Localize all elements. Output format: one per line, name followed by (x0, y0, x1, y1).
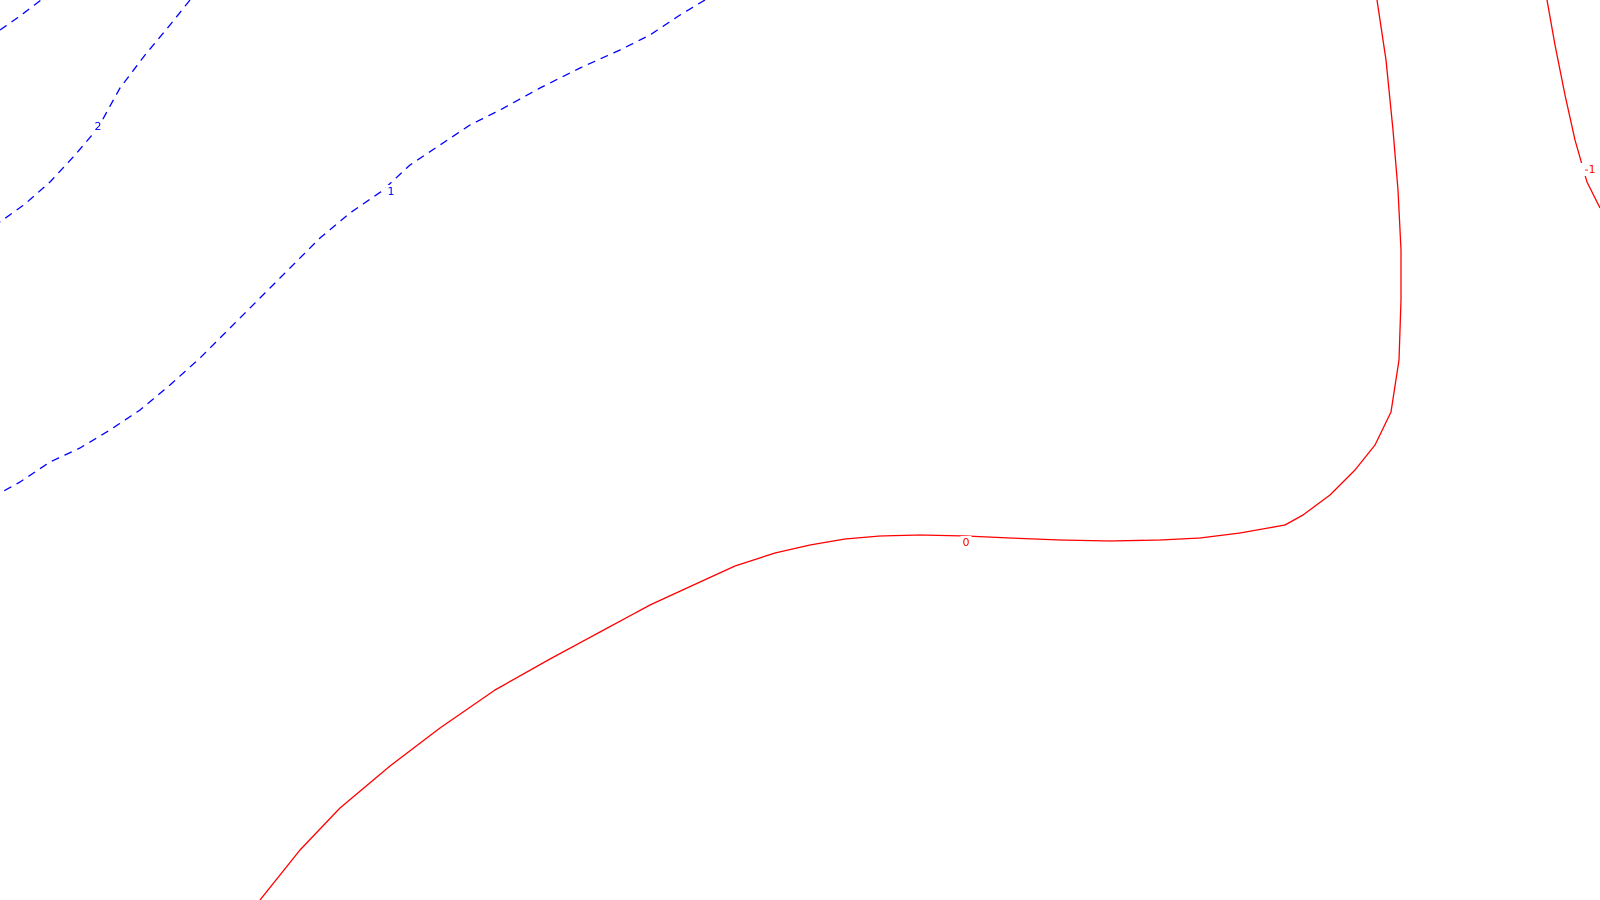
contour-label-background (960, 536, 972, 549)
contour-line-level-0-3-0 (259, 0, 1402, 900)
contour-label: 0 (963, 536, 970, 549)
contour-line-level-1-2-0 (0, 0, 706, 494)
contour-label-background (92, 120, 104, 133)
contour-label: -1 (1585, 163, 1596, 176)
contour-label: 1 (388, 185, 395, 198)
contour-line-level-neg1-4-0 (1546, 0, 1600, 209)
contour-label-background (1581, 163, 1599, 176)
contour-label: 2 (95, 120, 102, 133)
contour-line-level-2-0-0 (0, 0, 42, 31)
contour-line-level-2-1-0 (0, 0, 191, 223)
contour-label-background (385, 185, 397, 198)
contour-labels: 2 1 0 -1 (92, 120, 1599, 549)
